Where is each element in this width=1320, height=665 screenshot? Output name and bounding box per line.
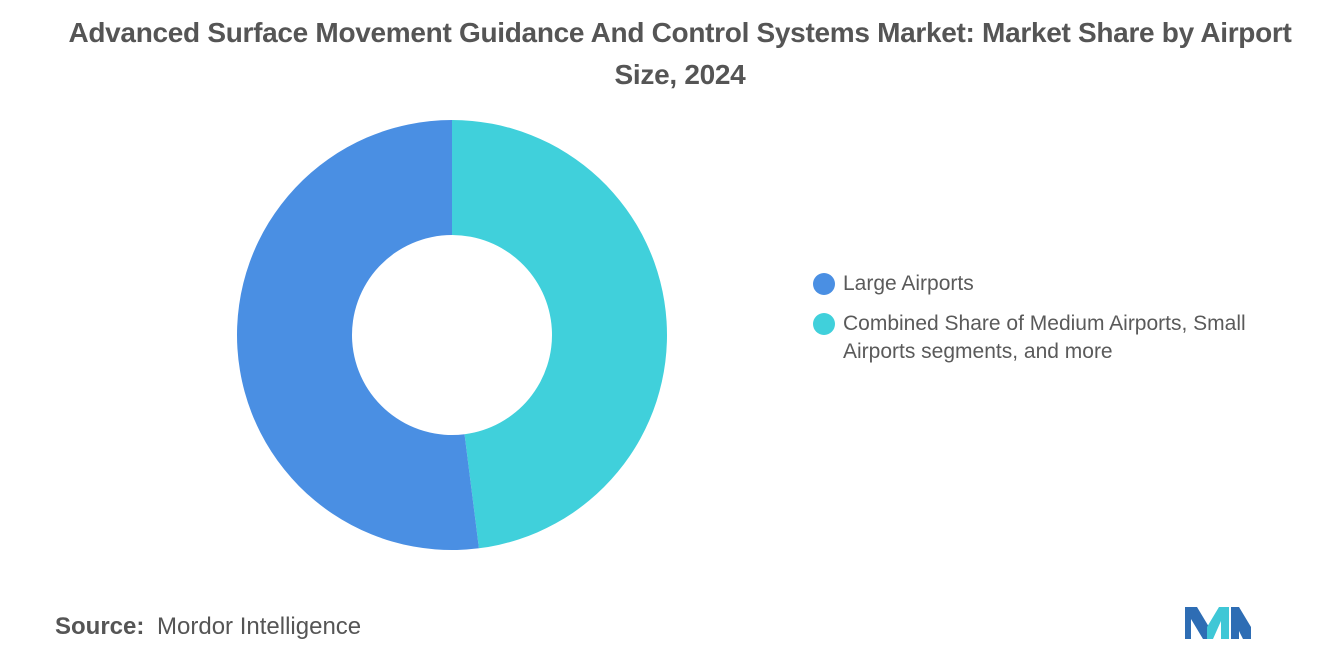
source-note: Source: Mordor Intelligence	[55, 611, 361, 643]
legend-swatch	[813, 273, 835, 295]
legend-item-combined-share: Combined Share of Medium Airports, Small…	[813, 310, 1293, 366]
legend-item-large-airports: Large Airports	[813, 270, 1293, 298]
donut-slices	[237, 120, 668, 550]
donut-slice-0	[452, 120, 668, 549]
legend-label: Large Airports	[843, 272, 974, 295]
legend-label: Combined Share of Medium Airports, Small…	[843, 312, 1246, 363]
legend-swatch	[813, 313, 835, 335]
mordor-intelligence-logo-icon	[1185, 607, 1251, 639]
donut-slice-1	[237, 120, 479, 550]
source-label: Source:	[55, 613, 145, 640]
source-value: Mordor Intelligence	[157, 613, 362, 640]
chart-title: Advanced Surface Movement Guidance And C…	[68, 17, 1292, 90]
chart-legend: Large Airports Combined Share of Medium …	[813, 270, 1293, 378]
